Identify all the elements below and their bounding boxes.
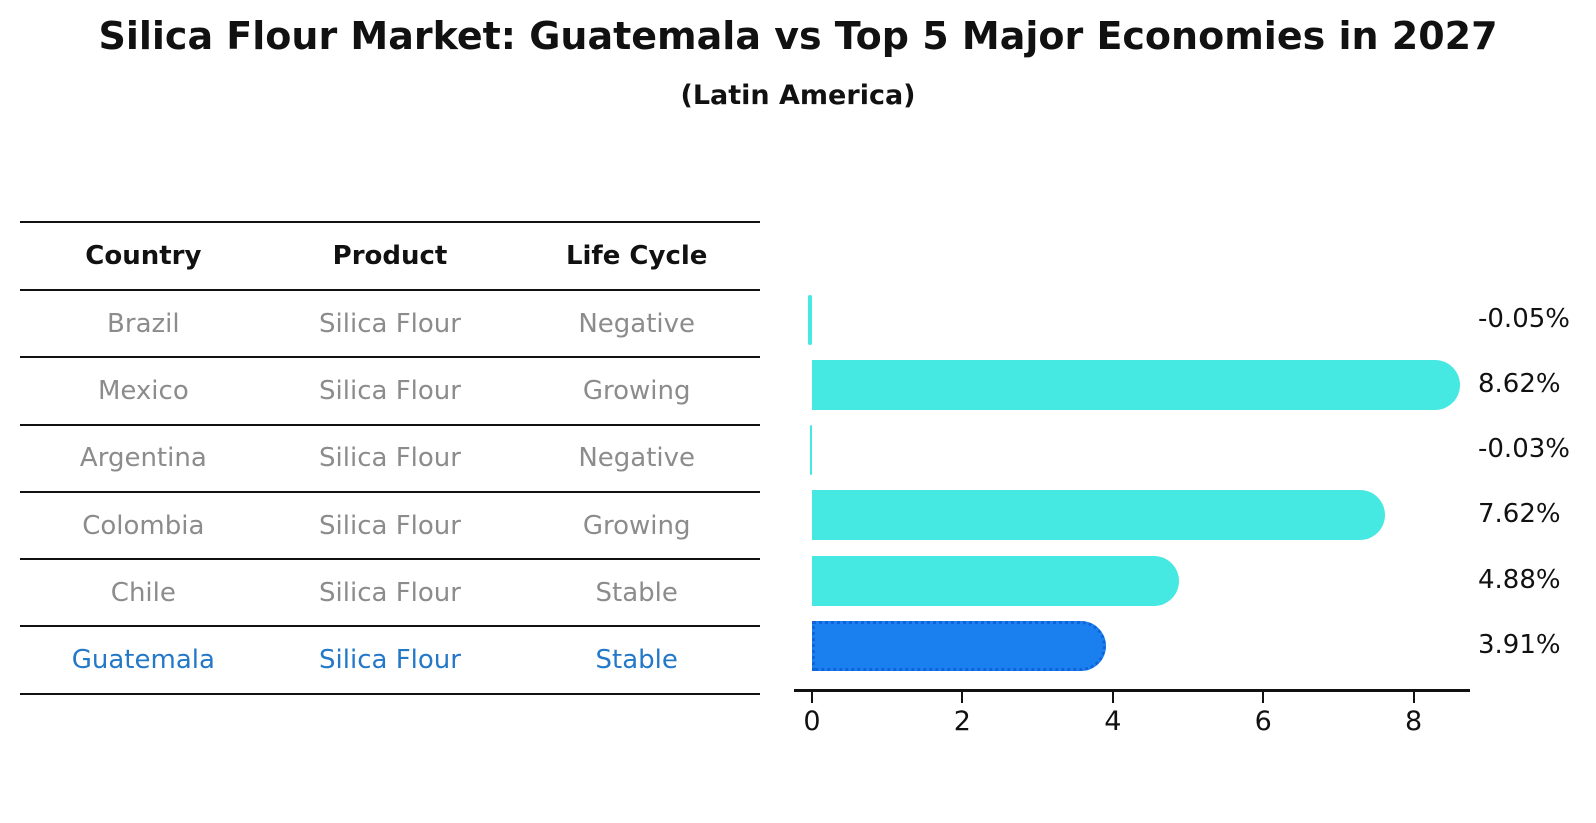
table-row: Guatemala Silica Flour Stable (20, 627, 760, 695)
chart-title: Silica Flour Market: Guatemala vs Top 5 … (98, 14, 1498, 58)
cell-country: Colombia (82, 510, 205, 541)
cell-life-cycle: Stable (595, 645, 678, 676)
table-header-row: Country Product Life Cycle (20, 221, 760, 291)
bar-guatemala (812, 621, 1107, 671)
cell-country: Guatemala (71, 645, 215, 676)
chart-subtitle: (Latin America) (680, 80, 916, 111)
table-row: Brazil Silica Flour Negative (20, 291, 760, 359)
x-axis-tick-label: 0 (803, 706, 821, 737)
cell-product: Silica Flour (319, 308, 461, 339)
cell-country: Brazil (107, 308, 180, 339)
cell-product: Silica Flour (319, 375, 461, 406)
cell-life-cycle: Growing (582, 510, 691, 541)
country-table: Country Product Life Cycle Brazil Silica … (20, 221, 760, 695)
column-header-country: Country (85, 241, 202, 271)
x-axis-tick (1111, 691, 1114, 703)
bar-value-label: -0.03% (1478, 434, 1570, 465)
cell-product: Silica Flour (319, 443, 461, 474)
table-row: Argentina Silica Flour Negative (20, 426, 760, 493)
bar-argentina-negative (809, 425, 812, 476)
x-axis-line (794, 689, 1470, 692)
bar-value-label: 7.62% (1478, 499, 1561, 530)
bar-value-label: -0.05% (1478, 303, 1570, 334)
x-axis-tick (1262, 691, 1265, 703)
bar-value-label: 4.88% (1478, 564, 1561, 595)
table-row: Colombia Silica Flour Growing (20, 493, 760, 561)
bar-mexico (812, 359, 1461, 410)
bar-value-label: 3.91% (1478, 630, 1561, 660)
table-row: Chile Silica Flour Stable (20, 560, 760, 628)
bar-brazil-negative (808, 294, 812, 345)
cell-product: Silica Flour (319, 645, 461, 676)
cell-product: Silica Flour (319, 510, 461, 541)
cell-life-cycle: Negative (578, 308, 696, 339)
table-body: Brazil Silica Flour Negative Mexico Silica F… (20, 291, 760, 695)
cell-country: Argentina (79, 443, 207, 474)
x-axis-tick (961, 691, 964, 703)
cell-life-cycle: Negative (578, 443, 696, 474)
bar-value-label: 8.62% (1478, 368, 1561, 399)
x-axis-tick-label: 2 (953, 706, 971, 737)
bar-chile (812, 555, 1179, 606)
cell-country: Mexico (97, 375, 189, 406)
bar-colombia (812, 490, 1386, 541)
cell-life-cycle: Stable (595, 577, 678, 608)
x-axis-tick (811, 691, 813, 703)
cell-life-cycle: Growing (582, 375, 691, 406)
column-header-product: Product (332, 241, 448, 271)
x-axis-tick (1412, 691, 1415, 703)
cell-country: Chile (110, 577, 176, 608)
x-axis-tick-label: 6 (1254, 706, 1272, 737)
cell-product: Silica Flour (319, 577, 461, 608)
x-axis-tick-label: 4 (1104, 706, 1122, 737)
x-axis-tick-label: 8 (1405, 706, 1423, 737)
column-header-life-cycle: Life Cycle (565, 241, 708, 271)
table-row: Mexico Silica Flour Growing (20, 358, 760, 426)
